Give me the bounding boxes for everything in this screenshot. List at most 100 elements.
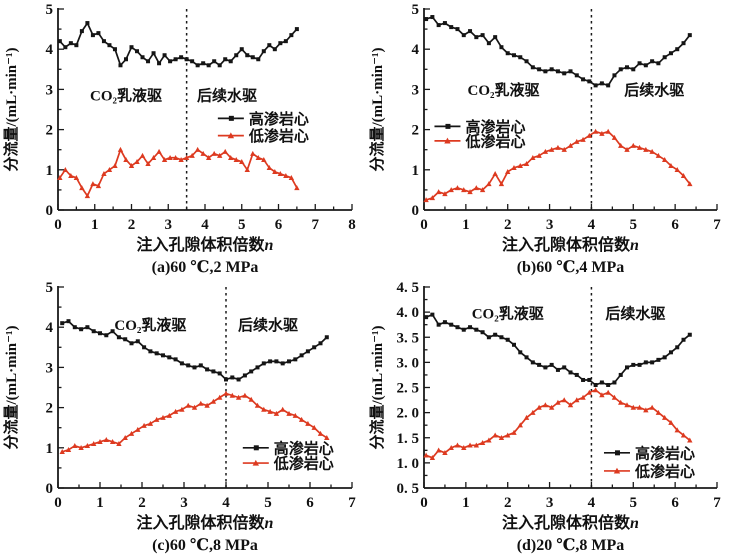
triangle-marker [674, 427, 680, 433]
triangle-marker [109, 438, 116, 444]
square-marker [123, 57, 128, 62]
square-marker [236, 377, 241, 382]
square-marker [625, 65, 630, 70]
square-marker [530, 360, 535, 365]
square-marker [167, 355, 172, 360]
square-marker [461, 327, 466, 332]
legend-label: 低渗岩心 [273, 455, 334, 473]
triangle-marker [273, 410, 280, 416]
triangle-marker [523, 414, 530, 420]
square-marker [91, 329, 96, 334]
y-tick-label: 2 [46, 401, 54, 417]
square-marker [511, 342, 516, 347]
square-marker [530, 65, 535, 70]
legend-square-marker [228, 115, 234, 121]
square-marker [305, 349, 310, 354]
square-marker [168, 59, 173, 64]
x-tick-label: 5 [264, 495, 272, 511]
triangle-marker [523, 160, 530, 166]
triangle-marker [661, 414, 668, 420]
square-marker [643, 360, 648, 365]
x-tick-label: 5 [630, 495, 638, 511]
legend-label: 高渗岩心 [465, 118, 525, 136]
square-marker [668, 51, 673, 56]
square-marker [656, 357, 661, 362]
y-axis-label: 分流量/(mL·min⁻¹) [368, 47, 386, 171]
square-marker [568, 69, 573, 74]
square-marker [442, 21, 447, 26]
square-marker [324, 335, 329, 340]
square-marker [79, 29, 84, 34]
legend-square-marker [445, 123, 451, 129]
square-marker [587, 79, 592, 84]
y-tick-labels: 0 1 2 3 4 5 [46, 2, 54, 219]
square-marker [499, 45, 504, 50]
y-axis-label: 分流量/(mL·min⁻¹) [2, 325, 20, 449]
square-marker [104, 333, 109, 338]
square-marker [449, 25, 454, 30]
square-marker [537, 362, 542, 367]
square-marker [455, 325, 460, 330]
square-marker [511, 53, 516, 58]
low-perm-core-series [423, 128, 693, 203]
square-marker [255, 365, 260, 370]
square-marker [612, 380, 617, 385]
square-marker [190, 59, 195, 64]
x-ticks [423, 482, 718, 488]
x-axis-label: 注入孔隙体积倍数n [137, 235, 274, 254]
series-line [59, 22, 298, 67]
triangle-marker [294, 185, 300, 191]
chart-a-60C-2MPa: 0 1 2 3 4 5 6 7 8 0 1 2 3 4 5 CO₂乳液驱 后续水驱高渗岩心低渗岩心注入孔隙体积倍… [2, 2, 356, 276]
high-perm-core-series [57, 21, 299, 68]
square-marker [293, 357, 298, 362]
triangle-marker [65, 447, 72, 453]
square-marker [289, 33, 294, 38]
triangle-marker [160, 414, 166, 420]
triangle-marker [561, 397, 567, 403]
triangle-marker [680, 432, 687, 438]
x-tick-label: 3 [180, 495, 188, 511]
triangle-marker [198, 400, 204, 406]
series-line [59, 148, 298, 197]
square-marker [205, 367, 210, 372]
triangle-marker [668, 419, 674, 425]
triangle-marker [624, 146, 630, 152]
y-tick-label: 5 [412, 2, 420, 18]
triangle-marker [530, 409, 536, 415]
x-tick-label: 6 [671, 495, 679, 511]
square-marker [211, 369, 216, 374]
x-tick-labels: 0 1 2 3 4 5 6 7 [54, 495, 356, 511]
triangle-marker [222, 148, 228, 154]
triangle-marker [574, 138, 580, 144]
legend-square-marker [253, 445, 259, 451]
low-perm-core-series [57, 146, 300, 199]
y-tick-label: 3 [412, 82, 420, 98]
triangle-marker [448, 187, 454, 193]
square-marker [112, 47, 117, 52]
square-marker [250, 55, 255, 60]
series-line [425, 313, 691, 386]
y-tick-label: 3 [46, 360, 54, 376]
square-marker [637, 61, 642, 66]
x-tick-label: 0 [420, 495, 428, 511]
triangle-marker [244, 167, 250, 172]
square-marker [60, 321, 65, 326]
square-marker [505, 337, 510, 342]
chart-b-60C-4MPa: 0 1 2 3 4 5 6 7 0 1 2 3 4 5 CO₂乳液驱 后续水驱高渗岩心低渗岩心注入孔隙体积倍数… [368, 2, 721, 276]
x-tick-label: 1 [91, 217, 99, 233]
square-marker [280, 361, 285, 366]
triangle-marker [586, 132, 593, 138]
square-marker [618, 67, 623, 72]
square-marker [318, 341, 323, 346]
y-tick-label: 4 [46, 42, 54, 58]
triangle-marker [178, 156, 184, 162]
x-tick-label: 7 [713, 217, 721, 233]
legend-label: 高渗岩心 [635, 444, 695, 462]
legend-label: 高渗岩心 [274, 439, 334, 457]
triangle-marker [97, 438, 103, 444]
triangle-marker [429, 455, 436, 461]
high-perm-core-series [424, 312, 692, 387]
triangle-marker [217, 394, 223, 400]
triangle-marker [103, 436, 109, 442]
triangle-marker [592, 387, 599, 393]
